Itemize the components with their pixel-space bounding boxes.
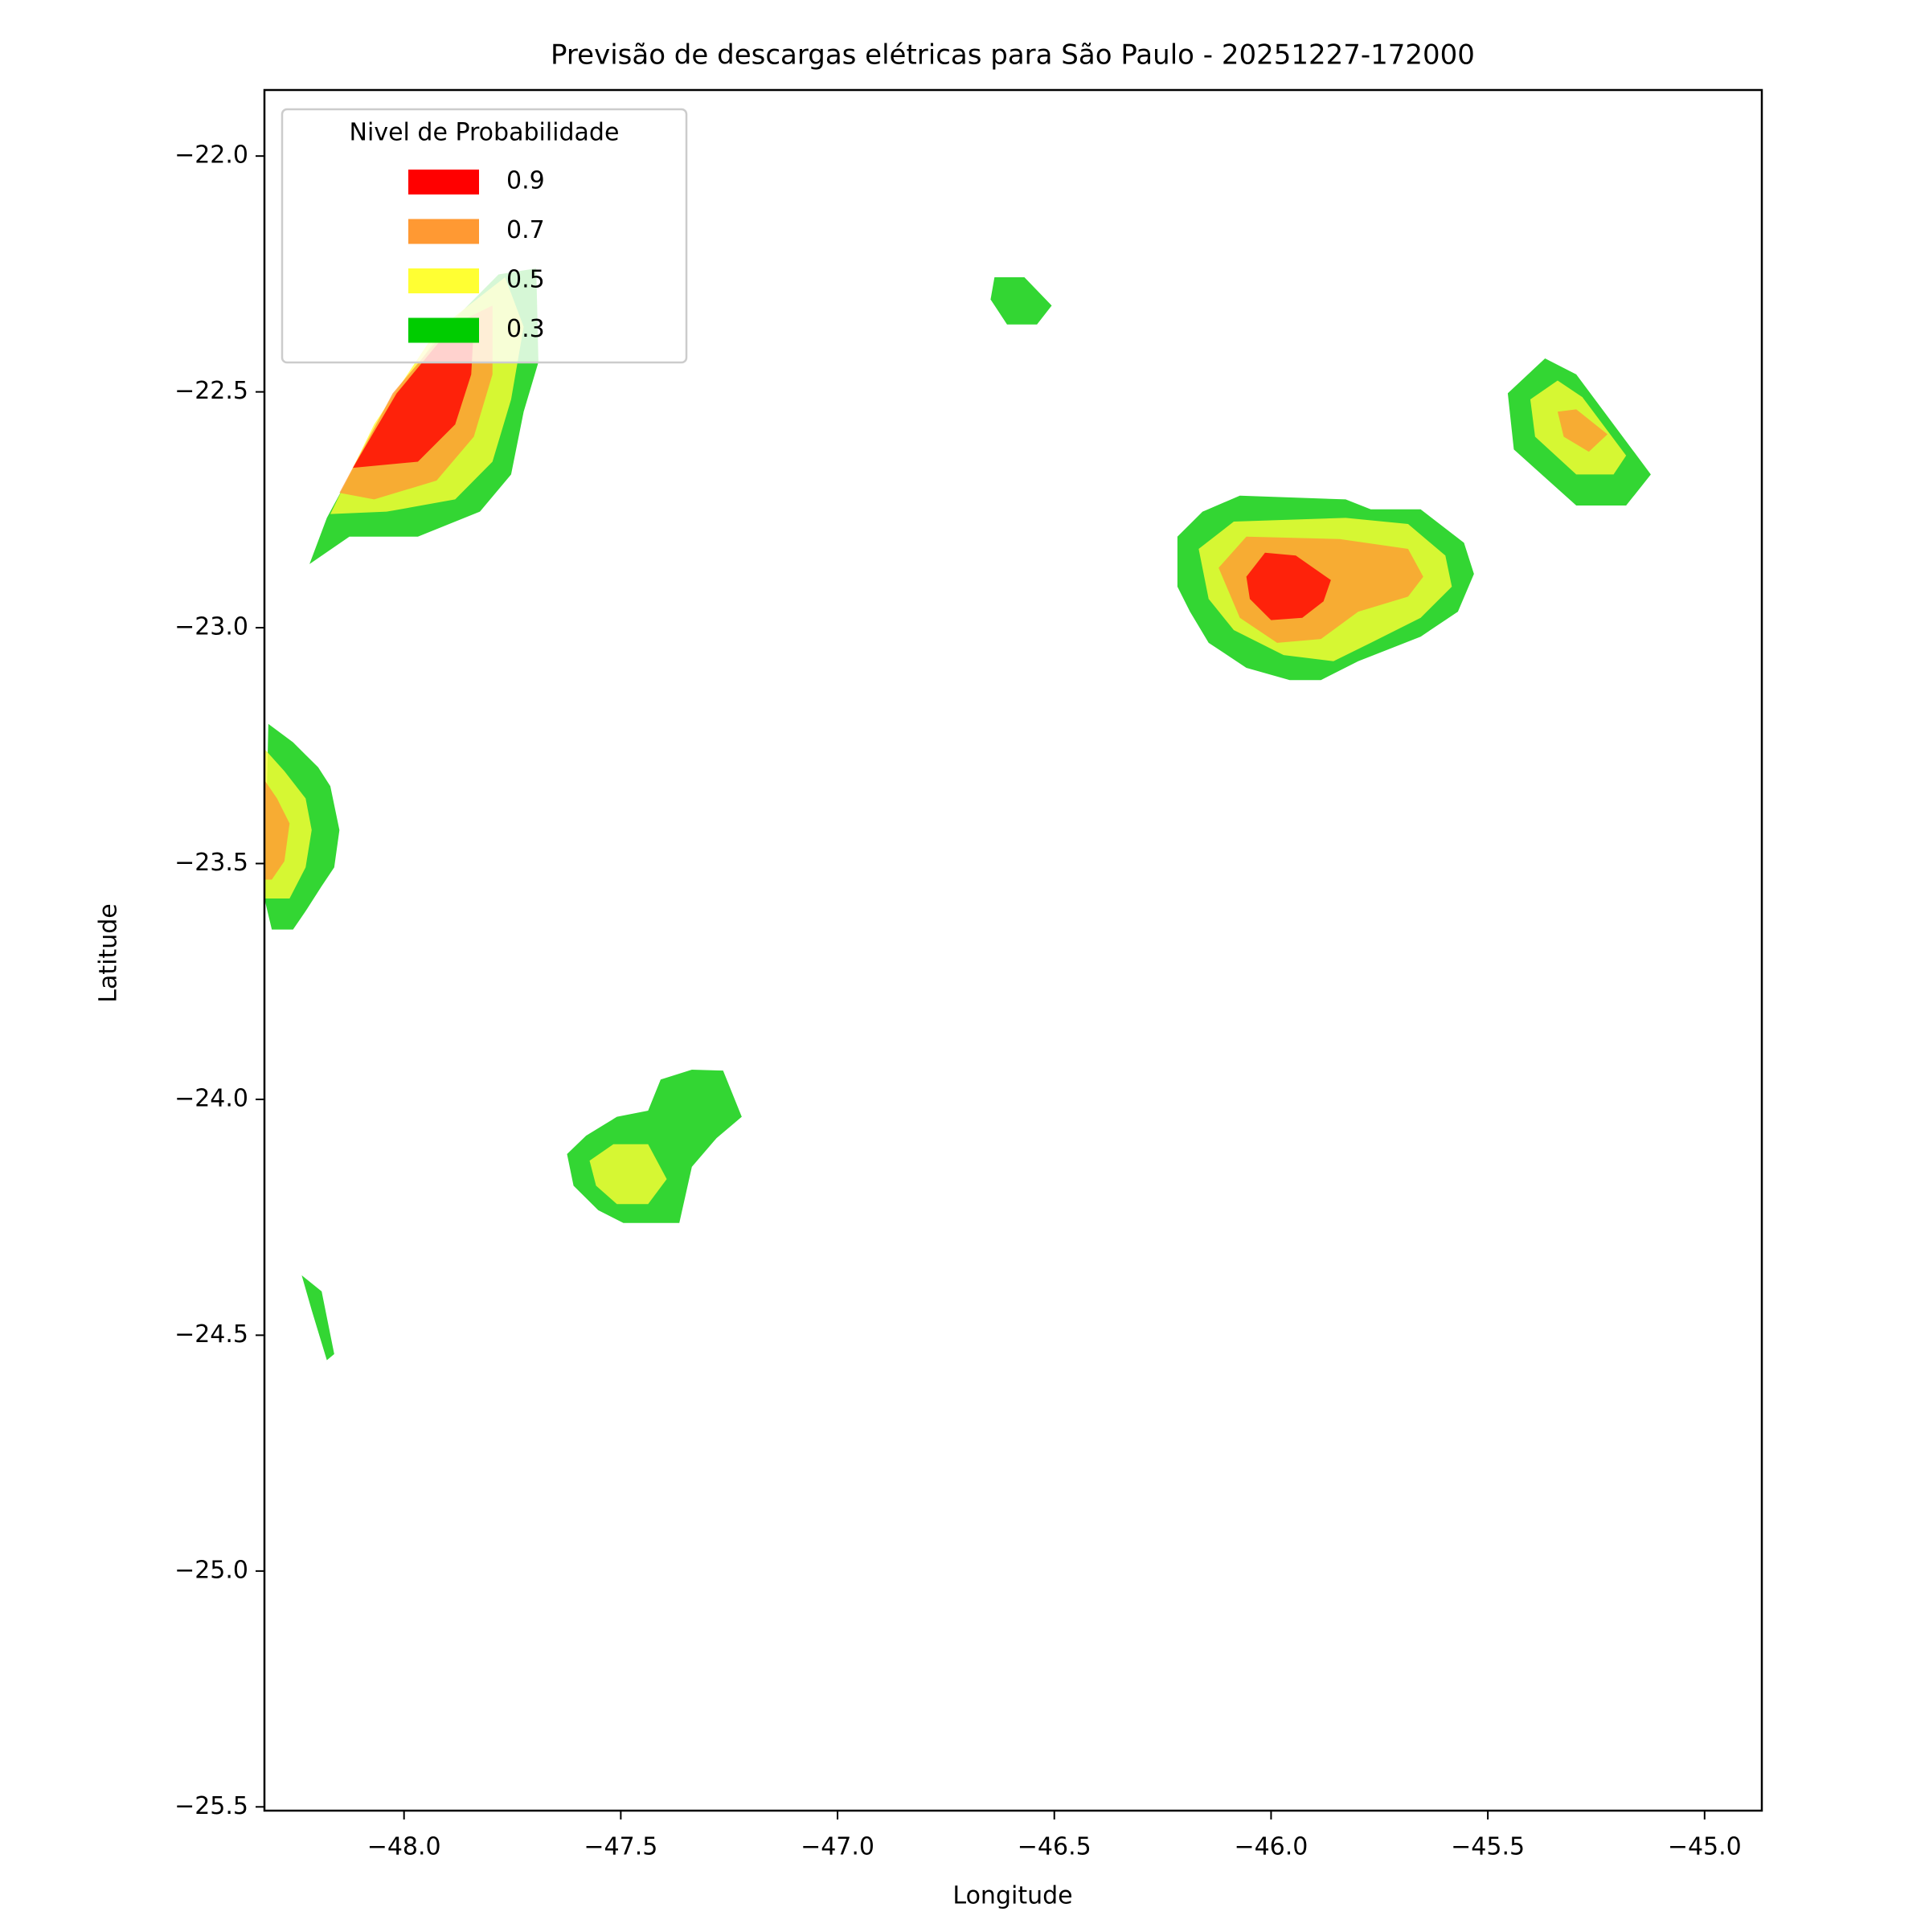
contour-region xyxy=(1557,409,1608,452)
y-tick-label: −22.5 xyxy=(174,377,248,405)
legend-swatch xyxy=(408,170,479,194)
legend-swatch xyxy=(408,317,479,343)
x-axis-label: Longitude xyxy=(952,1882,1072,1910)
legend-label: 0.9 xyxy=(506,167,545,195)
y-tick-label: −25.5 xyxy=(174,1792,248,1820)
x-tick-label: −46.5 xyxy=(1018,1833,1091,1861)
x-tick-label: −47.5 xyxy=(584,1833,657,1861)
x-tick-label: −48.0 xyxy=(367,1833,441,1861)
y-tick-label: −23.5 xyxy=(174,849,248,877)
y-tick-label: −24.0 xyxy=(174,1084,248,1112)
legend-box xyxy=(281,108,688,364)
y-tick-label: −25.0 xyxy=(174,1556,248,1584)
contour-region xyxy=(990,276,1052,325)
x-tick-label: −45.0 xyxy=(1668,1833,1742,1861)
legend-swatch xyxy=(408,219,479,244)
x-tick-label: −45.5 xyxy=(1451,1833,1525,1861)
y-tick-label: −22.0 xyxy=(174,141,248,170)
chart-title: Previsão de descargas elétricas para São… xyxy=(551,39,1475,72)
legend-label: 0.7 xyxy=(506,216,545,244)
y-tick-label: −24.5 xyxy=(174,1320,248,1349)
contour-region xyxy=(301,1275,334,1361)
legend-title: Nivel de Probabilidade xyxy=(350,119,620,147)
contour-region xyxy=(589,1144,667,1205)
x-tick-label: −46.0 xyxy=(1234,1833,1308,1861)
x-tick-label: −47.0 xyxy=(801,1833,874,1861)
contour-region xyxy=(1246,552,1331,620)
legend-swatch xyxy=(408,268,479,293)
y-tick-label: −23.0 xyxy=(174,613,248,641)
contour-region xyxy=(264,780,290,880)
y-axis-label: Latitude xyxy=(95,903,123,1002)
legend-label: 0.3 xyxy=(506,315,545,343)
axes-frame xyxy=(263,88,1763,1812)
legend-label: 0.5 xyxy=(506,266,545,294)
legend: Nivel de Probabilidade 0.9 0.7 0.5 0.3 xyxy=(281,108,688,364)
